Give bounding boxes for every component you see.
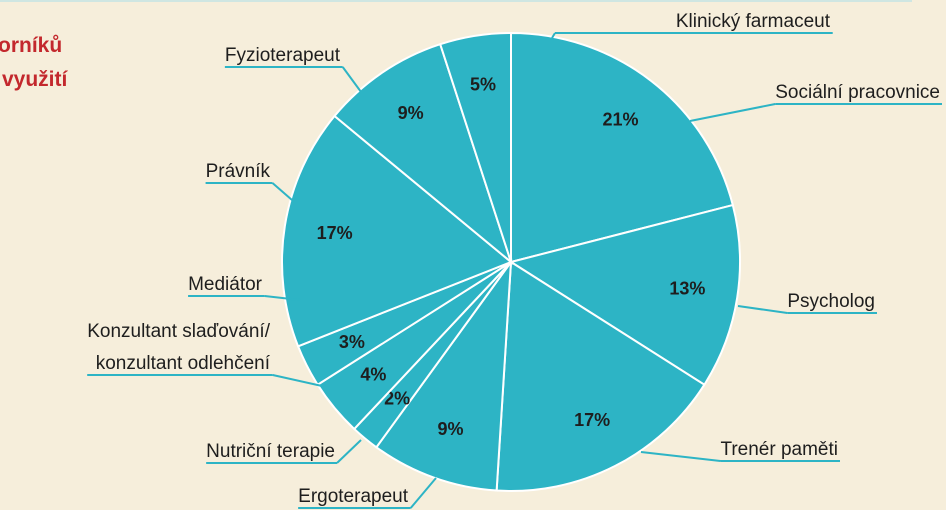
value-label: 13% xyxy=(669,279,705,299)
category-label: Sociální pracovnice xyxy=(775,82,940,103)
pie-slice xyxy=(495,260,706,492)
value-label: 21% xyxy=(602,110,638,130)
value-label: 2% xyxy=(384,388,410,408)
title-line: využití xyxy=(2,68,69,91)
leader-line xyxy=(264,295,301,301)
category-label: Psycholog xyxy=(787,291,875,312)
category-label: Fyzioterapeut xyxy=(225,45,341,66)
pie-slice xyxy=(508,203,741,387)
category-label: konzultant odlehčení xyxy=(96,353,271,374)
leader-line xyxy=(341,66,365,97)
category-label: Právník xyxy=(206,161,271,182)
title-line: orníků xyxy=(0,34,62,57)
pie-slice xyxy=(375,258,513,492)
leader-line xyxy=(737,305,788,315)
pie-slice xyxy=(510,31,735,264)
leader-line xyxy=(640,451,721,463)
leader-line xyxy=(336,439,362,464)
leader-line xyxy=(409,477,437,509)
pie-slice xyxy=(438,31,512,263)
leader-line xyxy=(272,374,323,387)
leader-line xyxy=(689,103,776,122)
value-label: 9% xyxy=(398,103,424,123)
pie-slice xyxy=(281,114,513,348)
value-label: 3% xyxy=(339,332,365,352)
category-label: Nutriční terapie xyxy=(206,441,335,462)
value-label: 9% xyxy=(437,419,463,439)
category-label: Mediátor xyxy=(188,274,263,295)
leader-line xyxy=(551,32,556,39)
category-label: Trenér paměti xyxy=(720,439,838,460)
category-label: Ergoterapeut xyxy=(298,486,409,507)
value-label: 17% xyxy=(317,223,353,243)
leader-line xyxy=(271,182,293,201)
value-label: 17% xyxy=(574,410,610,430)
value-label: 5% xyxy=(470,74,496,94)
category-label: Klinický farmaceut xyxy=(676,11,831,32)
category-label: Konzultant slaďování/ xyxy=(87,321,271,342)
pie-slice xyxy=(333,42,514,265)
value-label: 4% xyxy=(360,365,386,385)
